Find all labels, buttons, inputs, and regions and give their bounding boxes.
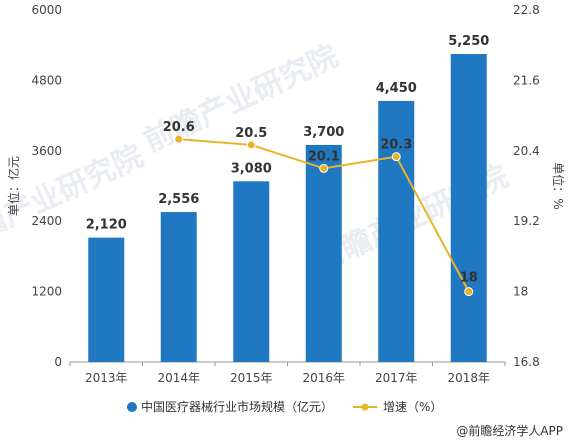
bar [160,212,197,362]
right-axis-title: 单位：% [551,162,566,209]
bar [378,100,415,362]
left-tick-label: 4800 [31,73,62,87]
line-point [246,140,256,150]
line-point [319,163,329,173]
bar-value-label: 3,700 [303,125,344,140]
x-axis-labels: 2013年 2014年 2015年 2016年 2017年 2018年 [85,371,490,385]
axis-lines [69,361,506,366]
source-text: @前瞻经济学人APP [456,423,563,438]
left-tick-label: 6000 [31,3,62,17]
line-point [174,134,184,144]
bar-value-label: 5,250 [448,34,489,49]
line-value-label: 18 [460,271,478,286]
bar-value-label: 2,556 [158,192,199,207]
left-tick-label: 3600 [31,144,62,158]
right-axis-ticks: 16.8 18 19.2 20.4 21.6 22.8 [513,3,540,369]
watermark-text: 前瞻产业研究院 [139,39,344,159]
x-tick-label: 2014年 [157,371,200,385]
line-series [174,134,474,297]
bar-value-label: 3,080 [231,161,272,176]
watermark-text: 前瞻产业研究院 [0,139,149,259]
legend-line-point [361,403,369,411]
left-tick-label: 1200 [31,285,62,299]
legend-line-label: 增速（%） [383,400,442,414]
source-label: @前瞻经济学人APP [456,423,563,438]
x-tick-label: 2018年 [447,371,490,385]
bar [450,54,487,362]
left-tick-label: 2400 [31,214,62,228]
bar-series [88,54,487,362]
bar-value-label: 4,450 [376,81,417,96]
right-tick-label: 18 [513,285,528,299]
bar [233,181,270,362]
left-axis-ticks: 0 1200 2400 3600 4800 6000 [31,3,62,369]
right-axis-label: 单位：% [551,162,566,209]
right-tick-label: 21.6 [513,73,540,87]
bar-value-label: 2,120 [86,218,127,233]
line-data-labels: 20.6 20.5 20.1 20.3 18 [163,120,478,286]
right-tick-label: 19.2 [513,214,540,228]
legend-bar-marker [127,402,137,412]
x-tick-label: 2017年 [375,371,418,385]
left-tick-label: 0 [54,355,62,369]
right-tick-label: 16.8 [513,355,540,369]
line-value-label: 20.1 [308,149,340,164]
x-tick-label: 2013年 [85,371,128,385]
line-value-label: 20.6 [163,120,195,135]
line-point [464,287,474,297]
legend-bar-label: 中国医疗器械行业市场规模（亿元） [141,399,333,414]
line-value-label: 20.5 [235,126,267,141]
x-tick-label: 2016年 [302,371,345,385]
right-tick-label: 22.8 [513,3,540,17]
bar [88,237,125,362]
left-axis-label: 单位：亿元 [6,156,21,216]
legend: 中国医疗器械行业市场规模（亿元） 增速（%） [127,399,442,414]
left-axis-title: 单位：亿元 [6,156,21,216]
line-value-label: 20.3 [380,138,412,153]
right-tick-label: 20.4 [513,144,540,158]
bar-data-labels: 2,120 2,556 3,080 3,700 4,450 5,250 [86,34,490,233]
x-tick-label: 2015年 [230,371,273,385]
line-point [391,152,401,162]
bar [305,144,342,362]
